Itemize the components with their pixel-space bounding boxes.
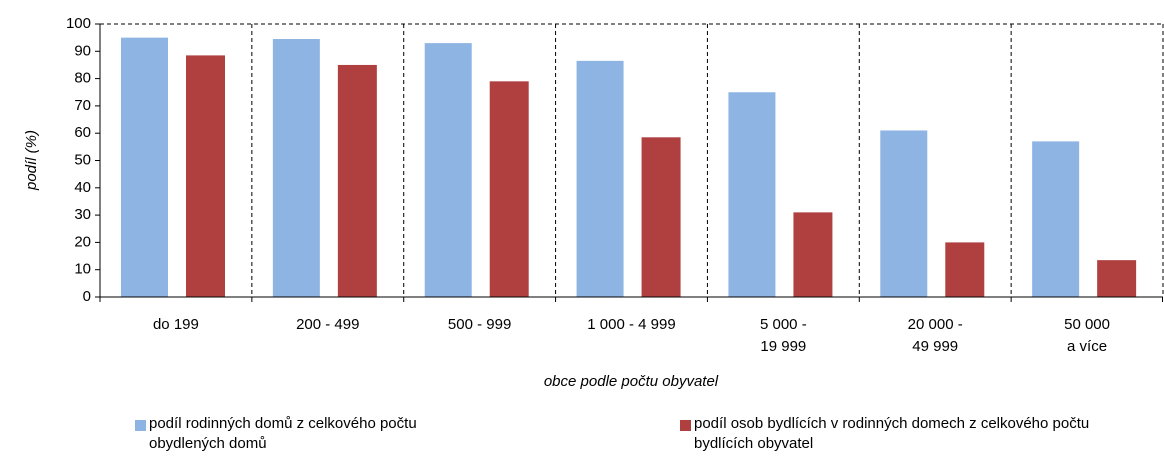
- bar: [424, 43, 472, 297]
- bar: [945, 242, 985, 297]
- x-tick-label: 1 000 - 4 999: [587, 316, 676, 333]
- x-tick-label: 50 000 a více: [1064, 316, 1110, 355]
- x-tick-label: 500 - 999: [447, 316, 512, 333]
- bar: [793, 212, 833, 297]
- x-tick-label: 5 000 - 19 999: [759, 316, 807, 355]
- bar: [1032, 141, 1080, 297]
- x-tick-label: 200 - 499: [296, 316, 360, 333]
- bar: [337, 64, 377, 297]
- y-tick-label: 100: [66, 15, 91, 32]
- y-tick-label: 50: [74, 151, 91, 168]
- bar: [641, 137, 681, 297]
- y-tick-label: 70: [74, 97, 91, 114]
- y-tick-label: 20: [74, 233, 91, 250]
- y-tick-label: 90: [74, 42, 91, 59]
- y-tick-label: 80: [74, 70, 91, 87]
- legend-label: podíl rodinných domů z celkového počtu o…: [149, 415, 417, 452]
- bar: [1097, 260, 1137, 297]
- bar: [272, 39, 320, 297]
- x-axis-label: obce podle počtu obyvatel: [544, 373, 719, 390]
- bar: [489, 81, 529, 297]
- y-axis-label: podíl (%): [23, 130, 40, 191]
- y-tick-label: 30: [74, 206, 91, 223]
- bar: [576, 60, 624, 298]
- legend-label: podíl osob bydlících v rodinných domech …: [694, 415, 1090, 452]
- y-tick-label: 40: [74, 179, 91, 196]
- y-tick-label: 60: [74, 124, 91, 141]
- bar: [880, 130, 928, 297]
- bar: [728, 92, 776, 297]
- y-tick-label: 0: [83, 288, 91, 305]
- x-tick-label: 20 000 - 49 999: [907, 316, 963, 355]
- legend-swatch: [680, 420, 691, 431]
- legend-swatch: [135, 420, 146, 431]
- bar: [121, 37, 168, 298]
- y-tick-label: 10: [74, 261, 91, 278]
- bar: [186, 55, 225, 297]
- x-tick-label: do 199: [152, 316, 199, 333]
